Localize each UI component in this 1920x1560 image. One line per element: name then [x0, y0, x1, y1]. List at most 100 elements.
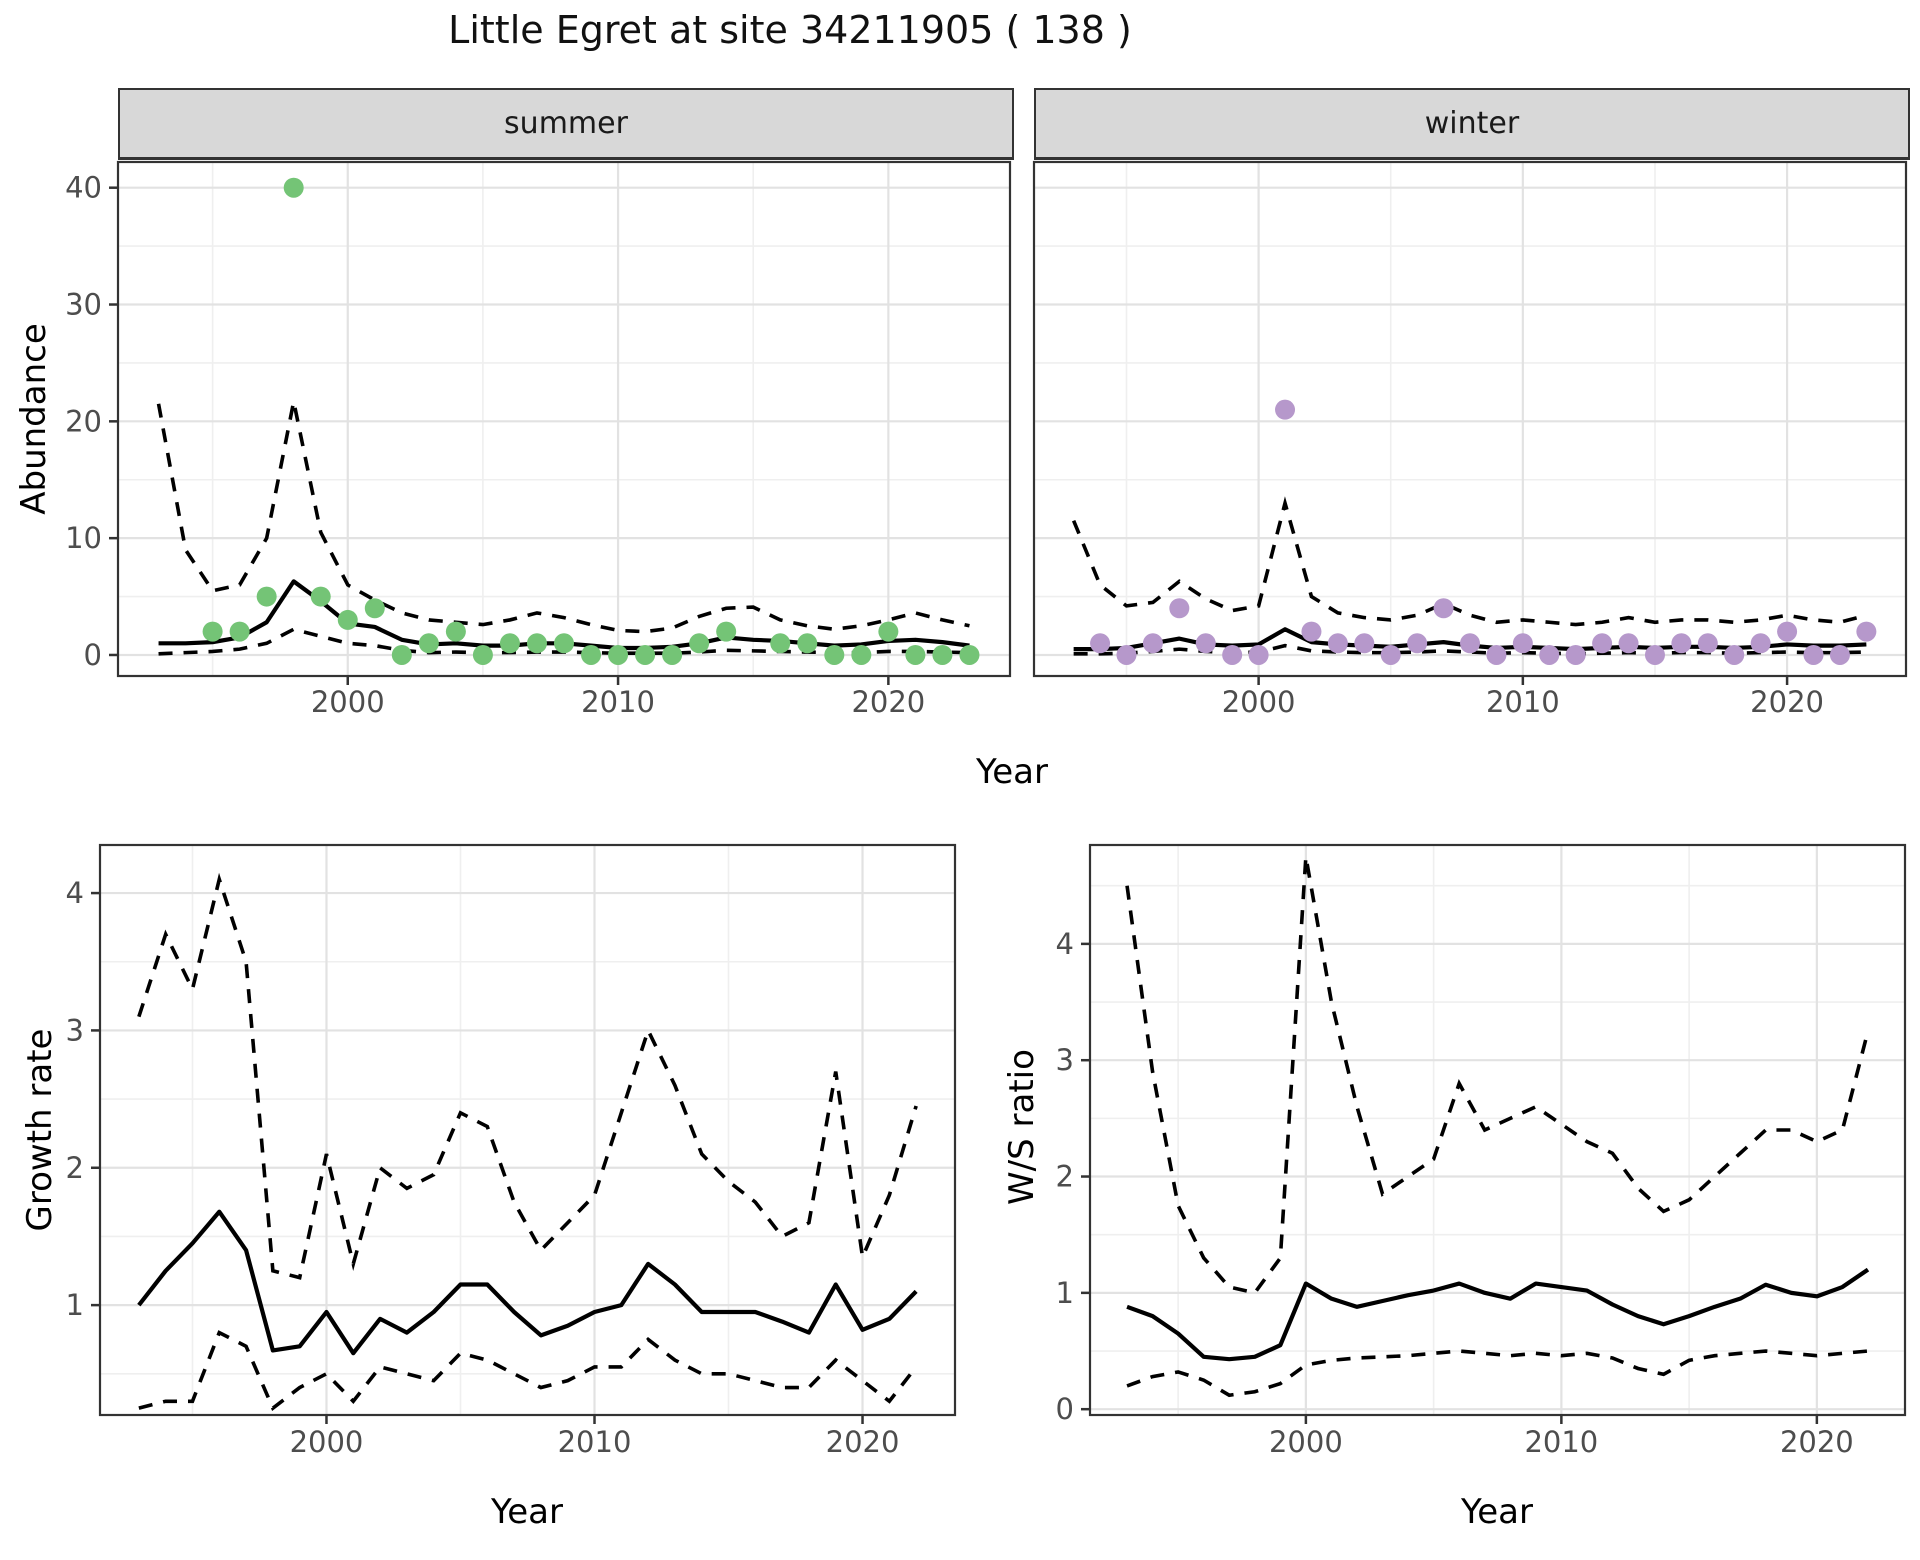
y-axis-tick-label: 2 — [1056, 1160, 1074, 1194]
facet-strip-summer: summer — [118, 88, 1014, 160]
observation-dot — [1248, 644, 1269, 665]
plot-title: Little Egret at site 34211905 ( 138 ) — [448, 8, 1132, 52]
observation-dot — [1856, 621, 1877, 642]
observation-dot — [1195, 633, 1216, 654]
observation-dot — [445, 621, 466, 642]
facet-label-summer: summer — [504, 106, 628, 141]
observation-dot — [1327, 633, 1348, 654]
observation-dot — [662, 644, 683, 665]
y-axis-tick-label: 30 — [65, 288, 102, 322]
panel-growth-rate: 2000 2010 2020 1 2 3 4 — [66, 843, 957, 1459]
x-axis-tick-label: 2000 — [311, 685, 385, 719]
facet-strip-winter: winter — [1034, 88, 1910, 160]
observation-dot — [608, 644, 629, 665]
y-axis-tick-label: 4 — [1056, 927, 1074, 961]
observation-dot — [1512, 633, 1533, 654]
x-axis-title-year-growth: Year — [491, 1492, 563, 1532]
x-axis-tick-label: 2010 — [1486, 685, 1560, 719]
x-axis-tick-label: 2020 — [1750, 685, 1824, 719]
observation-dot — [824, 644, 845, 665]
observation-dot — [1565, 644, 1586, 665]
observation-dot — [1829, 644, 1850, 665]
y-axis-tick-label: 3 — [1056, 1043, 1074, 1077]
observation-dot — [1644, 644, 1665, 665]
panel-abundance-winter: 2000 2010 2020 — [1032, 160, 1908, 719]
panel-border — [1088, 843, 1907, 1417]
y-axis-tick-label: 2 — [66, 1151, 84, 1185]
observation-dot — [1750, 633, 1771, 654]
panel-border — [1032, 160, 1908, 678]
observation-dot — [229, 621, 250, 642]
x-axis-tick-label: 2010 — [581, 685, 655, 719]
observation-dot — [581, 644, 602, 665]
observation-dot — [1275, 399, 1296, 420]
y-axis-tick-label: 40 — [65, 171, 102, 205]
y-axis-tick-label: 1 — [66, 1288, 84, 1322]
observation-dot — [526, 633, 547, 654]
observation-dot — [472, 644, 493, 665]
observation-dot — [1301, 621, 1322, 642]
panel-abundance-summer: 2000 2010 2020 0 10 20 30 40 — [65, 160, 1012, 719]
observation-dot — [1777, 621, 1798, 642]
observation-dot — [1116, 644, 1137, 665]
observation-dot — [878, 621, 899, 642]
x-axis-title-year-top: Year — [976, 752, 1048, 792]
y-axis-tick-label: 1 — [1056, 1276, 1074, 1310]
x-axis-tick-label: 2010 — [1524, 1425, 1598, 1459]
panel-border — [98, 843, 957, 1417]
observation-dot — [1142, 633, 1163, 654]
observation-dot — [364, 598, 385, 619]
x-axis-tick-label: 2000 — [1269, 1425, 1343, 1459]
observation-dot — [851, 644, 872, 665]
observation-dot — [716, 621, 737, 642]
y-axis-tick-label: 0 — [84, 638, 102, 672]
x-axis-title-year-ws: Year — [1461, 1492, 1533, 1532]
ci-upper-line — [156, 401, 970, 634]
observation-dot — [1592, 633, 1613, 654]
facet-label-winter: winter — [1424, 106, 1520, 141]
observation-dot — [1380, 644, 1401, 665]
ci-upper-line — [137, 872, 918, 1280]
observation-dot — [1433, 598, 1454, 619]
panel-background — [118, 162, 1010, 676]
observation-dot — [770, 633, 791, 654]
y-axis-tick-label: 4 — [66, 876, 84, 910]
observation-dot — [1724, 644, 1745, 665]
x-axis-tick-label: 2000 — [1222, 685, 1296, 719]
observation-dot — [1090, 633, 1111, 654]
x-axis-tick-label: 2020 — [1780, 1425, 1854, 1459]
observation-dot — [932, 644, 953, 665]
observation-dot — [499, 633, 520, 654]
observation-dot — [689, 633, 710, 654]
fit-line — [137, 1209, 918, 1356]
observation-dot — [1354, 633, 1375, 654]
fit-line — [1126, 1267, 1870, 1362]
panel-background — [100, 845, 955, 1415]
x-axis-tick-label: 2000 — [290, 1425, 364, 1459]
observation-dot — [256, 586, 277, 607]
observation-dot — [1222, 644, 1243, 665]
y-axis-tick-label: 20 — [65, 404, 102, 438]
x-axis-tick-label: 2020 — [851, 685, 925, 719]
observation-dot — [554, 633, 574, 654]
observation-dot — [905, 644, 926, 665]
observation-dot — [1539, 644, 1560, 665]
observation-dot — [1697, 633, 1718, 654]
observation-dot — [959, 644, 980, 665]
observation-dot — [797, 633, 818, 654]
ci-lower-line — [138, 1330, 918, 1411]
panel-border — [116, 160, 1012, 678]
observation-dot — [1460, 633, 1480, 654]
observation-dot — [1618, 633, 1639, 654]
observation-dot — [1407, 633, 1428, 654]
panel-background — [1034, 162, 1906, 676]
x-axis-tick-label: 2020 — [826, 1425, 900, 1459]
y-axis-tick-label: 3 — [66, 1013, 84, 1047]
observation-dot — [418, 633, 439, 654]
y-axis-tick-label: 10 — [65, 521, 102, 555]
observation-dot — [283, 177, 304, 198]
observation-dot — [1169, 598, 1190, 619]
x-axis-tick-label: 2010 — [558, 1425, 632, 1459]
